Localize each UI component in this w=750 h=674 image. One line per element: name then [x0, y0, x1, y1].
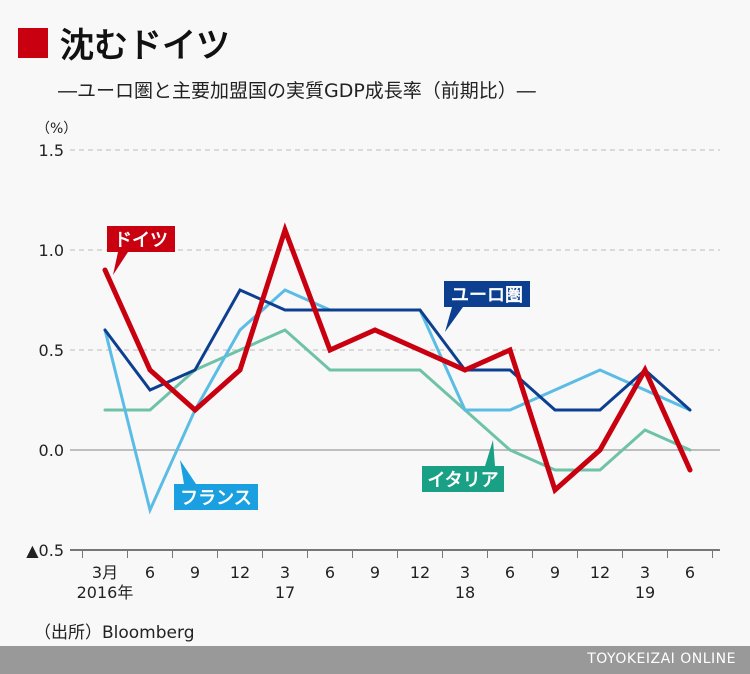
series-label: ドイツ [114, 230, 168, 251]
callout-pointer [445, 307, 463, 332]
y-tick-label: 0.5 [39, 341, 64, 360]
series-line-ドイツ [102, 222, 693, 495]
callout-box [422, 466, 504, 492]
x-tick-year-label: 2016年 [77, 583, 134, 602]
series-line-フランス [103, 288, 692, 515]
callout-pointer [180, 460, 196, 484]
y-unit-label: （%） [36, 121, 77, 137]
title-marker [18, 27, 48, 58]
x-tick-label: 9 [370, 563, 380, 582]
callout-pointer [113, 252, 128, 275]
x-tick-label: 6 [685, 563, 695, 582]
footer-brand: TOYOKEIZAI ONLINE [587, 651, 736, 667]
x-tick-label: 12 [410, 563, 430, 582]
series-label: フランス [180, 488, 252, 509]
x-tick-label: 9 [190, 563, 200, 582]
footer-bar: TOYOKEIZAI ONLINE [0, 646, 750, 674]
source-note: （出所）Bloomberg [34, 623, 195, 643]
y-tick-label: 1.5 [39, 141, 64, 160]
x-tick-year-label: 17 [275, 583, 295, 602]
x-tick-label: 3月 [92, 563, 118, 582]
x-tick-label: 9 [550, 563, 560, 582]
x-tick-label: 6 [325, 563, 335, 582]
x-tick-label: 3 [280, 563, 290, 582]
x-tick-label: 3 [460, 563, 470, 582]
x-tick-label: 12 [590, 563, 610, 582]
y-tick-label: 0.0 [39, 441, 64, 460]
title-text: 沈むドイツ [60, 26, 230, 66]
callout-box [174, 484, 258, 510]
x-tick-label: 3 [640, 563, 650, 582]
series-line-イタリア [103, 328, 692, 472]
x-tick-label: 6 [145, 563, 155, 582]
x-tick-label: 6 [505, 563, 515, 582]
y-tick-label: ▲0.5 [26, 541, 64, 560]
series-label: イタリア [427, 470, 498, 491]
series-label: ユーロ圏 [451, 285, 523, 306]
x-tick-label: 12 [230, 563, 250, 582]
y-tick-label: 1.0 [39, 241, 64, 260]
callout-pointer [485, 440, 495, 466]
chart-subtitle: ―ユーロ圏と主要加盟国の実質GDP成長率（前期比）― [58, 80, 536, 102]
x-tick-year-label: 19 [635, 583, 655, 602]
series-line-ユーロ圏 [103, 288, 692, 412]
callout-box [444, 281, 530, 307]
chart-title: 沈むドイツ [18, 18, 230, 67]
callout-box [107, 226, 175, 252]
x-tick-year-label: 18 [455, 583, 475, 602]
